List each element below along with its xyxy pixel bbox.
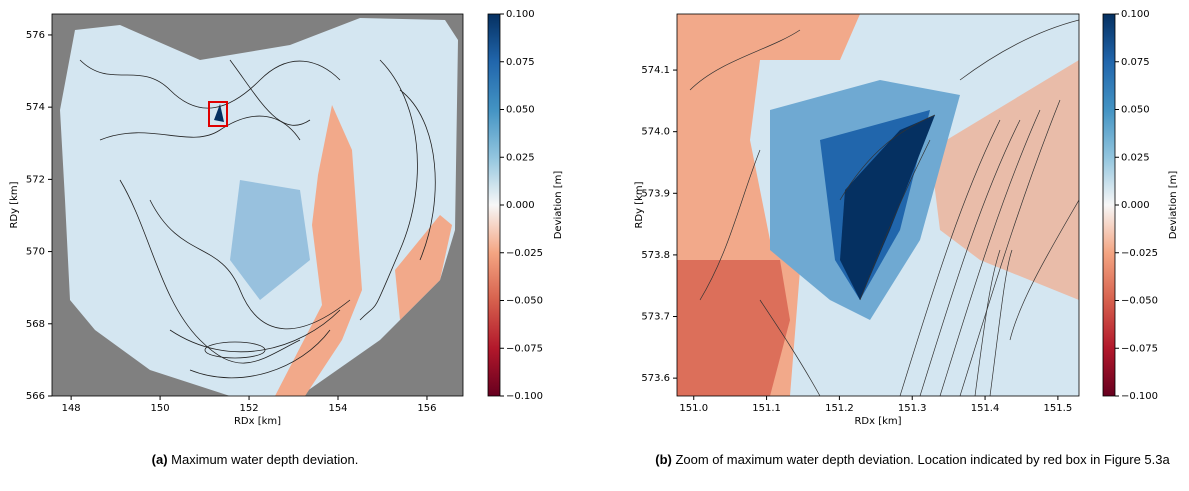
x-tick-label: 154 <box>328 403 347 414</box>
y-tick-label: 576 <box>26 30 45 41</box>
x-tick-label: 151.3 <box>898 403 927 414</box>
colorbar <box>488 14 500 396</box>
y-axis-label: RDy [km] <box>634 181 645 228</box>
colorbar-tick-label: 0.025 <box>1121 152 1150 163</box>
y-tick-label: 574 <box>26 102 45 113</box>
colorbar-tick-label: 0.000 <box>506 200 535 211</box>
y-tick-label: 574.1 <box>641 65 670 76</box>
y-tick-label: 573.7 <box>641 312 670 323</box>
plot-frame <box>51 13 464 397</box>
x-tick-label: 152 <box>240 403 259 414</box>
y-tick-label: 572 <box>26 174 45 185</box>
x-tick-label: 151.4 <box>971 403 1000 414</box>
colorbar-tick-label: −0.050 <box>1121 296 1158 307</box>
caption-label: (b) <box>655 452 672 467</box>
x-tick-label: 151.1 <box>752 403 781 414</box>
x-axis-label: RDx [km] <box>234 416 281 427</box>
x-tick-label: 151.0 <box>679 403 708 414</box>
caption-text: Maximum water depth deviation. <box>171 452 359 467</box>
x-tick-label: 151.5 <box>1044 403 1073 414</box>
y-tick-label: 568 <box>26 319 45 330</box>
map-b <box>677 14 1079 396</box>
colorbar-tick-label: 0.050 <box>1121 105 1150 116</box>
map-a <box>52 14 463 396</box>
y-tick-label: 573.8 <box>641 250 670 261</box>
colorbar-tick-label: −0.100 <box>506 391 543 402</box>
colorbar-tick-label: −0.025 <box>506 248 543 259</box>
x-tick-label: 150 <box>151 403 170 414</box>
x-tick-label: 148 <box>62 403 81 414</box>
y-tick-label: 573.6 <box>641 373 670 384</box>
colorbar-tick-label: −0.100 <box>1121 391 1158 402</box>
y-tick-label: 566 <box>26 391 45 402</box>
colorbar-label: Deviation [m] <box>1168 171 1179 240</box>
colorbar-tick-label: −0.050 <box>506 296 543 307</box>
y-tick-label: 573.9 <box>641 188 670 199</box>
plot-frame <box>676 13 1080 397</box>
y-tick-label: 570 <box>26 247 45 258</box>
caption-label: (a) <box>151 452 168 467</box>
caption-text: Zoom of maximum water depth deviation. L… <box>675 452 1170 467</box>
colorbar-tick-label: −0.025 <box>1121 248 1158 259</box>
colorbar-tick-label: −0.075 <box>1121 343 1158 354</box>
caption: (b) Zoom of maximum water depth deviatio… <box>640 452 1185 467</box>
x-tick-label: 151.2 <box>825 403 854 414</box>
y-axis-label: RDy [km] <box>9 181 20 228</box>
caption: (a) Maximum water depth deviation. <box>60 452 450 467</box>
x-axis-label: RDx [km] <box>854 416 901 427</box>
colorbar-tick-label: 0.025 <box>506 152 535 163</box>
colorbar-tick-label: 0.050 <box>506 105 535 116</box>
y-tick-label: 574.0 <box>641 127 670 138</box>
colorbar-tick-label: 0.000 <box>1121 200 1150 211</box>
colorbar <box>1103 14 1115 396</box>
colorbar-tick-label: 0.075 <box>1121 57 1150 68</box>
colorbar-tick-label: 0.100 <box>1121 9 1150 20</box>
colorbar-tick-label: 0.075 <box>506 57 535 68</box>
colorbar-tick-label: 0.100 <box>506 9 535 20</box>
colorbar-tick-label: −0.075 <box>506 343 543 354</box>
x-tick-label: 156 <box>417 403 436 414</box>
colorbar-label: Deviation [m] <box>553 171 564 240</box>
figure: 148 150 152 154 156 566 568 570 572 574 576 RDx [km… <box>9 9 1179 427</box>
